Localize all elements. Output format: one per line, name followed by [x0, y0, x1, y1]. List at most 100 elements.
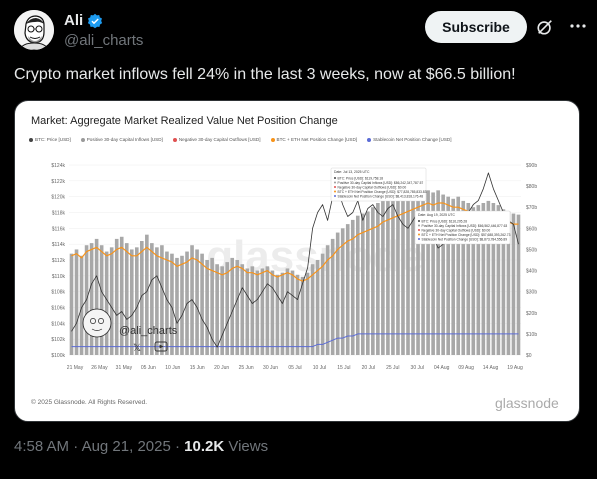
x-tick-label: 21 May [67, 365, 84, 371]
y-right-tick-label: $40b [526, 269, 537, 275]
tooltip-row: Negative 30-day Capital Outflows [USD]: … [422, 228, 491, 232]
inflow-bar [376, 203, 380, 355]
y-left-tick-label: $104k [51, 321, 65, 327]
inflow-bar [386, 198, 390, 355]
y-right-tick-label: $60b [526, 226, 537, 232]
legend-item[interactable]: Stablecoin Net Position Change [USD] [367, 137, 452, 142]
y-left-tick-label: $102k [51, 337, 65, 343]
y-left-tick-label: $100k [51, 353, 65, 359]
x-tick-label: 15 Jun [190, 365, 205, 371]
legend-label: Stablecoin Net Position Change [USD] [373, 137, 452, 142]
x-tick-label: 20 Jul [362, 365, 375, 371]
inflow-bar [205, 260, 209, 355]
tooltip-swatch [334, 177, 336, 179]
inflow-bar [446, 196, 450, 355]
grok-icon[interactable] [536, 18, 554, 36]
legend-label: Negative 30-day Capital Outflows [USD] [178, 137, 261, 142]
inflow-bar [280, 272, 285, 355]
inflow-bar [406, 196, 410, 355]
tweet-time[interactable]: 4:58 AM [14, 438, 70, 455]
inflow-bar [165, 251, 169, 355]
inflow-bar [315, 260, 320, 355]
author-name[interactable]: Ali [64, 12, 84, 29]
tooltip-aug19 [414, 210, 511, 245]
inflow-bar [220, 266, 224, 355]
tooltip-title: Date: Aug 19, 2025 UTC [418, 213, 455, 217]
tooltip-row: BTC: Price [USD]: $116,205.28 [422, 219, 468, 223]
inflow-bar [180, 255, 184, 355]
tooltip-swatch [334, 190, 336, 193]
chart-plot: glassnode$124k$122k$120k$118k$116k$114k$… [51, 163, 537, 371]
tweet-header: Ali @ali_charts Subscribe [14, 10, 586, 54]
tweet-media-chart[interactable]: Market: Aggregate Market Realized Value … [14, 100, 580, 422]
legend-swatch [270, 137, 275, 142]
tooltip-swatch [418, 238, 420, 240]
avatar[interactable] [14, 10, 54, 50]
x-tick-label: 30 Jul [411, 365, 424, 371]
inflow-bar [79, 255, 84, 355]
legend-swatch [80, 137, 85, 142]
subscribe-button[interactable]: Subscribe [425, 11, 527, 43]
tooltip-swatch [418, 220, 420, 222]
legend-item[interactable]: Positive 30-day Capital Inflows [USD] [80, 137, 163, 142]
legend-item[interactable]: BTC + ETH Net Position Change [USD] [270, 137, 358, 142]
x-tick-label: 04 Aug [434, 365, 450, 371]
inflow-bar [275, 274, 280, 355]
more-options-icon[interactable] [568, 16, 588, 36]
y-right-tick-label: $10b [526, 332, 537, 338]
inflow-bar [411, 198, 415, 355]
y-left-tick-label: $122k [51, 179, 65, 185]
inflow-bar [175, 257, 179, 355]
x-logo-icon: 𝕏 [133, 343, 141, 354]
inflow-bar [421, 192, 425, 355]
y-right-tick-label: $50b [526, 247, 537, 253]
watermark-avatar-mouth [91, 328, 103, 331]
inflow-bar [124, 243, 129, 355]
author-name-row[interactable]: Ali [64, 12, 103, 29]
inflow-bar [426, 190, 430, 355]
legend-item[interactable]: BTC: Price [USD] [29, 137, 71, 142]
watermark-avatar-glasses [98, 318, 104, 324]
tooltip-swatch [334, 195, 336, 197]
x-tick-label: 19 Aug [507, 365, 523, 371]
inflow-bar [195, 249, 199, 355]
y-right-tick-label: $30b [526, 290, 537, 296]
x-tick-label: 26 May [91, 365, 108, 371]
author-handle[interactable]: @ali_charts [64, 32, 144, 49]
inflow-bar [335, 232, 340, 355]
inflow-bar [235, 260, 240, 355]
tooltip-row: Positive 30-day Capital Inflows [USD]: $… [338, 181, 424, 185]
inflow-bar [381, 200, 385, 355]
meta-separator: · [170, 438, 185, 455]
inflow-bar [170, 253, 174, 355]
inflow-bar [401, 192, 405, 355]
legend-label: BTC + ETH Net Position Change [USD] [276, 137, 358, 142]
inflow-bar [345, 224, 350, 355]
inflow-bar [99, 245, 104, 355]
tooltip-row: Positive 30-day Capital Inflows [USD]: $… [422, 224, 508, 228]
x-tick-label: 30 Jun [263, 365, 278, 371]
inflow-bar [290, 270, 295, 355]
youtube-icon [154, 341, 168, 352]
btc-eth-net-line [71, 202, 519, 282]
inflow-bar [451, 198, 456, 355]
tooltip-row: BTC + ETH Net Position Change [USD]: $77… [338, 190, 427, 194]
watermark-handle: @ali_charts [119, 325, 178, 337]
legend-label: BTC: Price [USD] [35, 137, 71, 142]
y-left-tick-label: $110k [52, 274, 66, 280]
inflow-bar [511, 213, 516, 355]
inflow-bar [150, 243, 154, 355]
inflow-bar [461, 200, 466, 355]
legend-item[interactable]: Negative 30-day Capital Outflows [USD] [172, 137, 261, 142]
tweet-date[interactable]: Aug 21, 2025 [81, 438, 171, 455]
inflow-bar [240, 264, 245, 355]
inflow-bar [310, 264, 315, 355]
chart-title: Market: Aggregate Market Realized Value … [31, 115, 338, 127]
inflow-bar [491, 203, 496, 355]
x-tick-label: 09 Aug [458, 365, 474, 371]
inflow-bar [155, 247, 159, 355]
inflow-bar [456, 196, 461, 355]
glassnode-logo-text: glassnode [495, 395, 559, 411]
inflow-bar [140, 241, 144, 355]
tooltip-row: Stablecoin Net Position Change [USD]: $8… [338, 194, 424, 198]
